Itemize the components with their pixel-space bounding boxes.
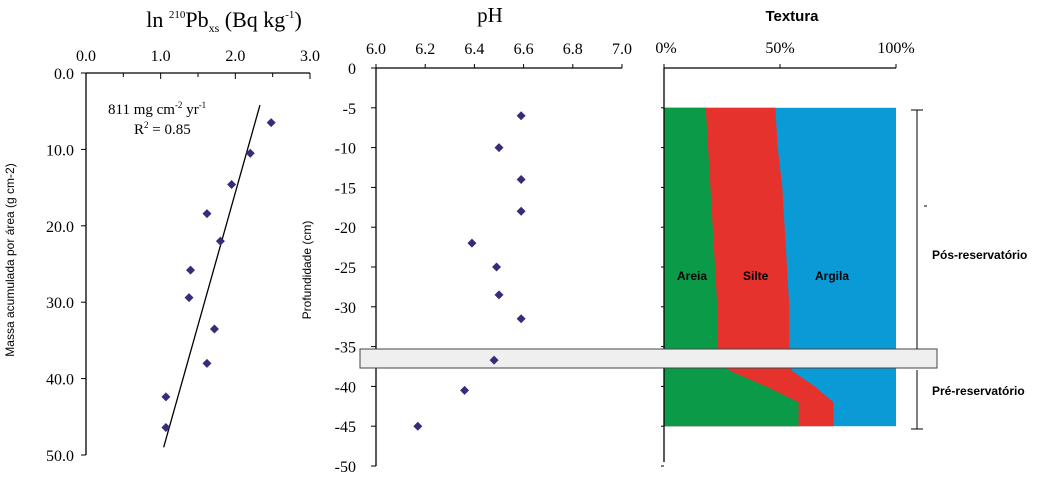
ph-x-tick-label: 6.6 bbox=[514, 41, 534, 58]
pb-data-point bbox=[185, 293, 194, 302]
pb-y-tick-label: 30.0 bbox=[46, 295, 74, 312]
pb-x-tick-label: 0.0 bbox=[76, 48, 96, 65]
ph-x-tick-label: 7.0 bbox=[612, 41, 632, 58]
pb-x-tick-label: 1.0 bbox=[151, 48, 171, 65]
ph-x-tick-label: 6.4 bbox=[464, 41, 484, 58]
pb-chart-title: ln 210Pbxs (Bq kg-1) bbox=[146, 7, 302, 35]
texture-areas bbox=[664, 108, 896, 426]
pre-reservoir-bracket bbox=[911, 370, 923, 429]
pos-reservoir-label: Pós-reservatório bbox=[932, 248, 1027, 262]
pb-points bbox=[161, 118, 275, 432]
ph-panel: pH Profundidade (cm) 6.0 6.2 6.4 6.6 6.8 7.0 0… bbox=[300, 3, 632, 476]
pb-data-point bbox=[227, 180, 236, 189]
texture-chart-title: Textura bbox=[765, 8, 819, 25]
ph-points bbox=[413, 111, 525, 430]
reservoir-separator-band bbox=[360, 349, 937, 368]
pb-regression-line bbox=[164, 105, 260, 447]
pb-data-point bbox=[186, 266, 195, 275]
pb-y-tick-label: 0.0 bbox=[54, 66, 74, 83]
ph-y-tick-label: -50 bbox=[335, 459, 356, 476]
ph-data-point bbox=[517, 111, 526, 120]
ph-y-tick-label: -15 bbox=[335, 180, 356, 197]
texture-x-tick-label: 50% bbox=[765, 40, 794, 57]
pb-y-tick-label: 50.0 bbox=[46, 448, 74, 465]
texture-x-tick-label: 100% bbox=[877, 40, 914, 57]
figure: ln 210Pbxs (Bq kg-1) Massa acumulada por… bbox=[0, 0, 1051, 486]
pre-reservoir-label: Pré-reservatório bbox=[932, 384, 1025, 398]
ph-axes: 6.0 6.2 6.4 6.6 6.8 7.0 0 -5 -10 -15 -20 -25 -30 -35 -… bbox=[335, 41, 632, 476]
pb-y-tick-label: 10.0 bbox=[46, 142, 74, 159]
ph-x-tick-label: 6.8 bbox=[563, 41, 583, 58]
pb-x-tick-label: 2.0 bbox=[225, 48, 245, 65]
ph-y-tick-label: -40 bbox=[335, 379, 356, 396]
pb-data-point bbox=[202, 209, 211, 218]
ph-y-tick-label: -45 bbox=[335, 419, 356, 436]
ph-y-tick-label: -10 bbox=[335, 141, 356, 158]
pb-data-point bbox=[216, 237, 225, 246]
pb-rate-annotation: 811 mg cm-2 yr-1 bbox=[108, 100, 206, 118]
texture-x-tick-label: 0% bbox=[655, 40, 676, 57]
pb-data-point bbox=[161, 423, 170, 432]
ph-x-tick-label: 6.2 bbox=[415, 41, 435, 58]
ph-data-point bbox=[517, 314, 526, 323]
ph-data-point bbox=[495, 143, 504, 152]
pos-reservoir-bracket bbox=[911, 110, 927, 349]
pb-data-point bbox=[161, 392, 170, 401]
ph-y-tick-label: 0 bbox=[348, 61, 356, 78]
ph-chart-title: pH bbox=[477, 3, 503, 27]
ph-y-tick-label: -30 bbox=[335, 300, 356, 317]
pb-r2-annotation: R2 = 0.85 bbox=[134, 120, 191, 138]
ph-data-point bbox=[460, 386, 469, 395]
texture-panel: Textura 0% 50% 100% Areia Silte Argila bbox=[655, 8, 914, 466]
pb-trendline bbox=[164, 105, 260, 447]
pb-y-tick-label: 40.0 bbox=[46, 372, 74, 389]
pb-data-point bbox=[210, 324, 219, 333]
ph-data-point bbox=[517, 175, 526, 184]
argila-label: Argila bbox=[815, 269, 849, 283]
ph-y-axis-label: Profundidade (cm) bbox=[300, 221, 314, 320]
ph-data-point bbox=[495, 290, 504, 299]
pb-data-point bbox=[267, 118, 276, 127]
ph-y-tick-label: -25 bbox=[335, 260, 356, 277]
pb-y-tick-label: 20.0 bbox=[46, 219, 74, 236]
pb-y-axis-label: Massa acumulada por área (g cm-2) bbox=[3, 163, 17, 356]
ph-x-tick-label: 6.0 bbox=[366, 41, 386, 58]
ph-y-tick-label: -5 bbox=[343, 101, 356, 118]
pb-data-point bbox=[202, 359, 211, 368]
pb-panel: ln 210Pbxs (Bq kg-1) Massa acumulada por… bbox=[3, 7, 320, 465]
silte-label: Silte bbox=[743, 269, 769, 283]
ph-data-point bbox=[413, 422, 422, 431]
areia-label: Areia bbox=[677, 269, 707, 283]
ph-data-point bbox=[492, 263, 501, 272]
ph-data-point bbox=[517, 207, 526, 216]
ph-y-tick-label: -20 bbox=[335, 220, 356, 237]
ph-data-point bbox=[467, 239, 476, 248]
pb-x-tick-label: 3.0 bbox=[300, 48, 320, 65]
ph-y-tick-label: -35 bbox=[335, 340, 356, 357]
